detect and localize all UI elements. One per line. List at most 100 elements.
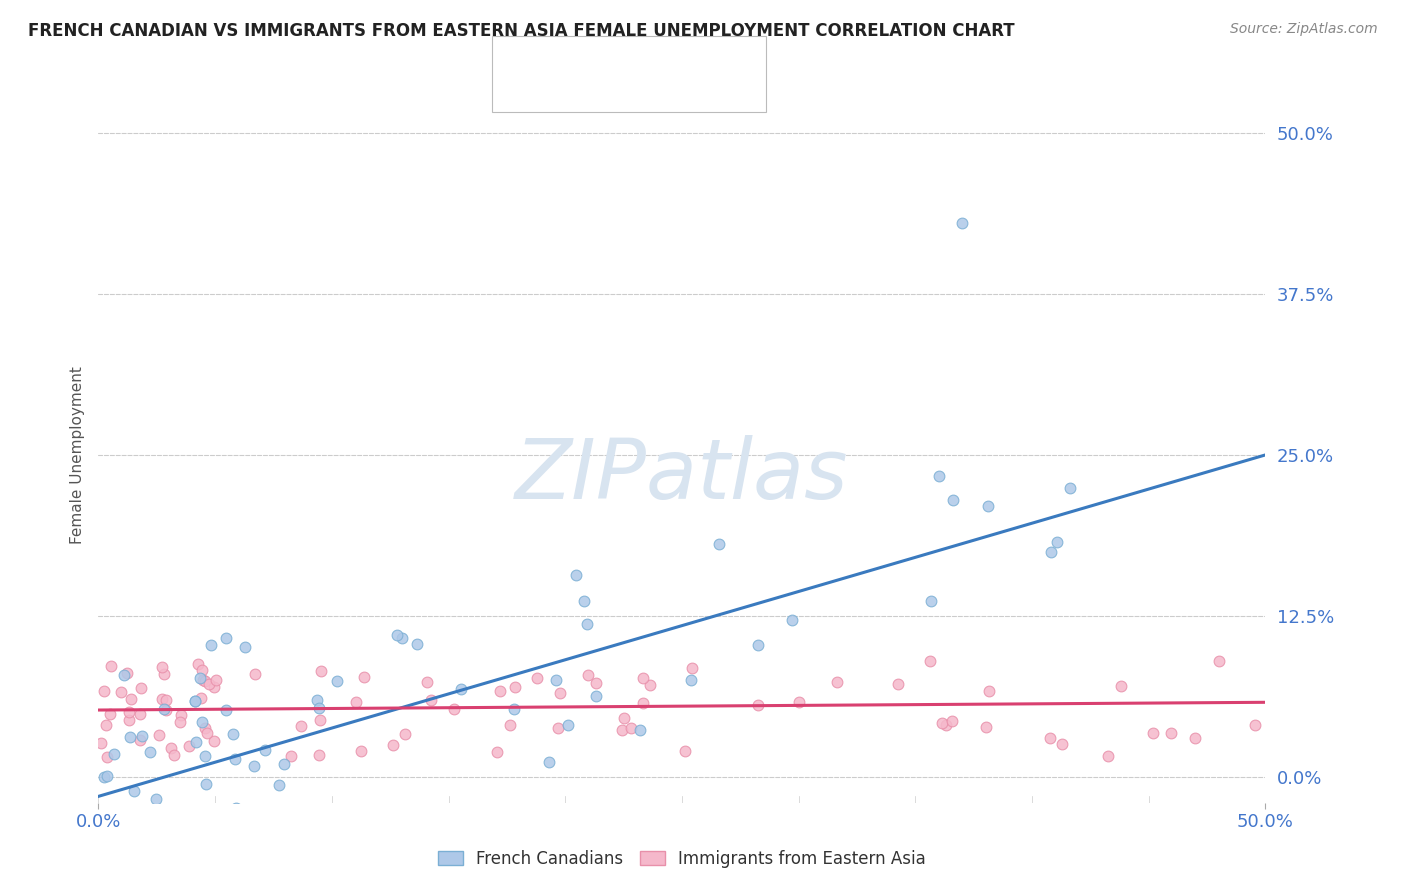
Point — [1059, 481, 1081, 495]
Point — [679, 673, 702, 687]
Point — [941, 714, 963, 728]
Point — [353, 670, 375, 684]
Point — [254, 743, 277, 757]
Point — [96, 749, 118, 764]
Point — [139, 745, 162, 759]
Point — [1040, 545, 1063, 559]
Point — [565, 568, 588, 582]
Point — [243, 758, 266, 772]
Point — [585, 690, 607, 704]
Point — [1208, 654, 1230, 668]
Point — [191, 673, 214, 688]
Point — [184, 694, 207, 708]
Point — [153, 667, 176, 681]
Point — [179, 739, 201, 753]
Point — [1160, 726, 1182, 740]
Point — [450, 681, 472, 696]
Point — [195, 726, 218, 740]
Point — [309, 664, 332, 678]
Point — [503, 681, 526, 695]
Point — [416, 675, 439, 690]
Point — [202, 733, 225, 747]
Text: R =  0.030    N =  86: R = 0.030 N = 86 — [553, 84, 704, 99]
Point — [747, 698, 769, 712]
Point — [129, 681, 152, 695]
Point — [935, 717, 957, 731]
Point — [120, 692, 142, 706]
Point — [326, 674, 349, 689]
Point — [547, 721, 569, 735]
Point — [673, 744, 696, 758]
Point — [145, 792, 167, 806]
Point — [150, 691, 173, 706]
Point — [308, 713, 330, 727]
Point — [485, 745, 508, 759]
Point — [920, 594, 942, 608]
Point — [131, 729, 153, 743]
Point — [188, 671, 211, 685]
Point — [90, 736, 112, 750]
Point — [548, 686, 571, 700]
Point — [1050, 738, 1073, 752]
Point — [194, 674, 217, 689]
FancyBboxPatch shape — [503, 45, 538, 69]
Text: R =  0.655    N =  58: R = 0.655 N = 58 — [553, 49, 704, 64]
Point — [308, 748, 330, 763]
Point — [93, 770, 115, 784]
Point — [194, 749, 217, 764]
Point — [170, 708, 193, 723]
FancyBboxPatch shape — [503, 79, 538, 104]
Point — [1046, 535, 1069, 549]
Point — [1097, 749, 1119, 764]
Point — [503, 701, 526, 715]
Point — [391, 632, 413, 646]
Point — [163, 747, 186, 762]
Point — [787, 695, 810, 709]
Point — [120, 730, 142, 744]
Point — [628, 723, 651, 737]
Point — [129, 707, 152, 722]
Point — [920, 654, 942, 668]
Point — [974, 720, 997, 734]
Point — [243, 667, 266, 681]
Point — [273, 757, 295, 772]
Point — [118, 713, 141, 727]
Point — [546, 673, 568, 687]
Point — [420, 693, 443, 707]
Point — [148, 728, 170, 742]
Point — [267, 778, 290, 792]
Point — [613, 711, 636, 725]
Point — [576, 668, 599, 682]
Point — [122, 808, 145, 822]
Point — [950, 216, 973, 230]
Point — [191, 715, 214, 730]
Point — [585, 676, 607, 690]
Y-axis label: Female Unemployment: Female Unemployment — [69, 366, 84, 544]
Point — [887, 677, 910, 691]
Point — [631, 696, 654, 710]
Point — [200, 638, 222, 652]
Point — [150, 659, 173, 673]
Point — [103, 747, 125, 761]
Point — [290, 718, 312, 732]
Point — [122, 784, 145, 798]
Point — [977, 499, 1000, 513]
Point — [620, 721, 643, 735]
Point — [215, 703, 238, 717]
Point — [780, 613, 803, 627]
Point — [305, 693, 328, 707]
Point — [1109, 679, 1132, 693]
Point — [633, 671, 655, 685]
Point — [381, 738, 404, 752]
Point — [308, 701, 330, 715]
Point — [557, 717, 579, 731]
Point — [121, 806, 143, 821]
Point — [195, 777, 218, 791]
Point — [638, 678, 661, 692]
Point — [1184, 731, 1206, 746]
Point — [931, 715, 953, 730]
Text: ZIPatlas: ZIPatlas — [515, 435, 849, 516]
Point — [526, 671, 548, 685]
Point — [747, 638, 769, 652]
Point — [575, 616, 598, 631]
